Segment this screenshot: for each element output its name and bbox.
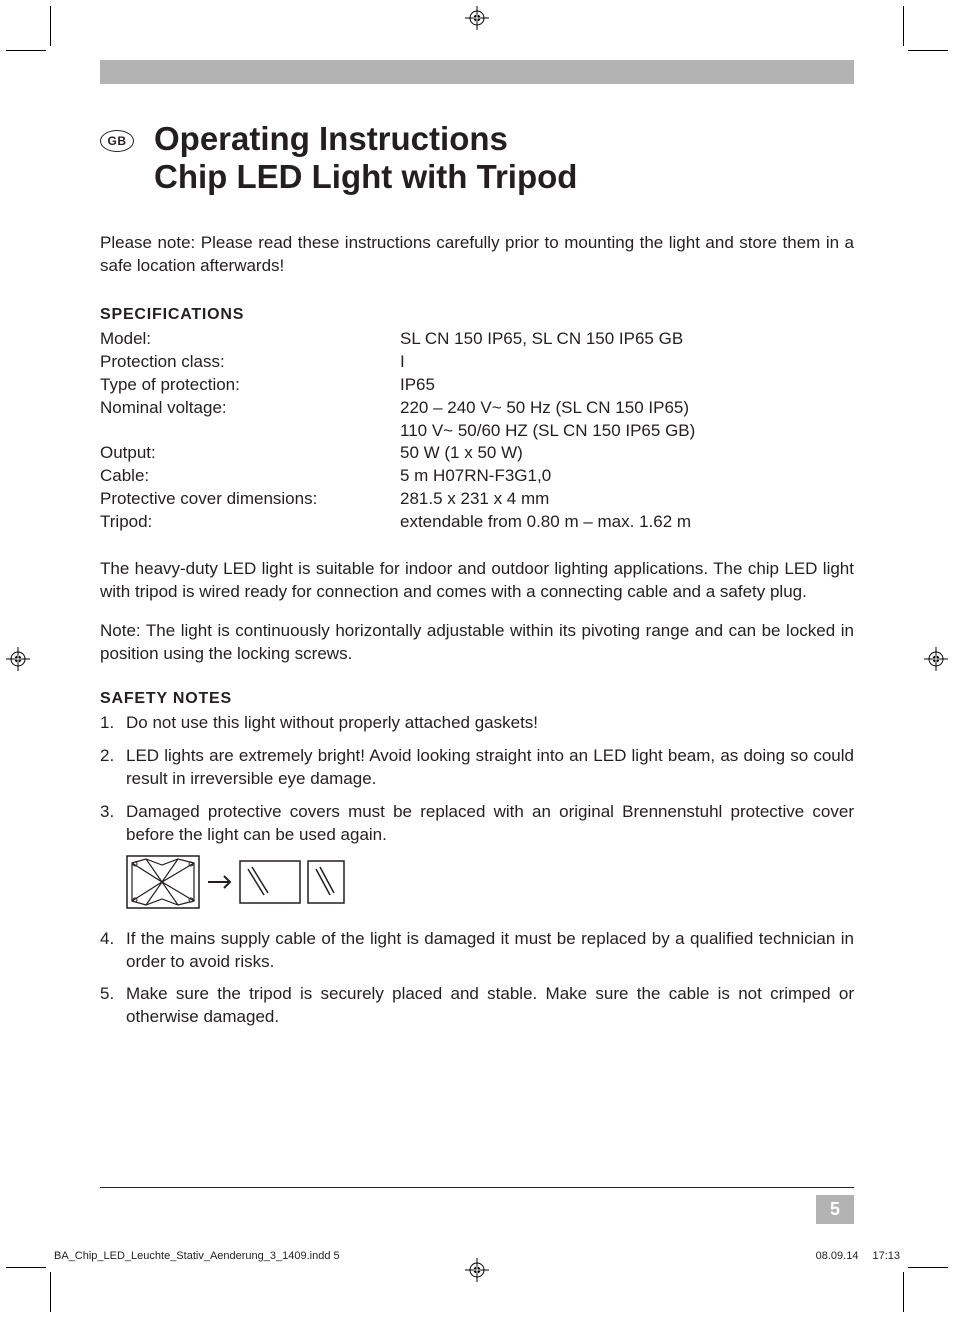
title-line-2: Chip LED Light with Tripod: [154, 158, 854, 196]
crop-mark: [50, 6, 51, 46]
safety-item: Make sure the tripod is securely placed …: [100, 983, 854, 1029]
registration-mark-icon: [465, 6, 489, 30]
spec-row: Tripod:extendable from 0.80 m – max. 1.6…: [100, 511, 854, 534]
spec-label: Model:: [100, 328, 400, 351]
specs-heading: SPECIFICATIONS: [100, 306, 854, 324]
spec-value: 220 – 240 V~ 50 Hz (SL CN 150 IP65): [400, 397, 854, 420]
spec-row: Nominal voltage:220 – 240 V~ 50 Hz (SL C…: [100, 397, 854, 420]
spec-table: Model:SL CN 150 IP65, SL CN 150 IP65 GBP…: [100, 328, 854, 534]
header-bar: [100, 60, 854, 84]
spec-value: 50 W (1 x 50 W): [400, 442, 854, 465]
spec-value: 281.5 x 231 x 4 mm: [400, 488, 854, 511]
crop-mark: [903, 1272, 904, 1312]
title-block: Operating Instructions Chip LED Light wi…: [154, 120, 854, 196]
registration-mark-icon: [924, 647, 948, 671]
content-area: GB Operating Instructions Chip LED Light…: [100, 60, 854, 1258]
spec-label: Protective cover dimensions:: [100, 488, 400, 511]
spec-value: I: [400, 351, 854, 374]
crop-mark: [50, 1272, 51, 1312]
spec-label: Tripod:: [100, 511, 400, 534]
crop-mark: [6, 1267, 46, 1268]
safety-item: If the mains supply cable of the light i…: [100, 928, 854, 974]
safety-item: Damaged protective covers must be replac…: [100, 801, 854, 916]
spec-value: IP65: [400, 374, 854, 397]
intro-paragraph: Please note: Please read these instructi…: [100, 232, 854, 278]
spec-label: [100, 420, 400, 443]
page-number: 5: [816, 1195, 854, 1224]
safety-item: Do not use this light without properly a…: [100, 712, 854, 735]
registration-mark-icon: [6, 647, 30, 671]
crop-mark: [6, 50, 46, 51]
description-paragraph-1: The heavy-duty LED light is suitable for…: [100, 558, 854, 604]
spec-row: 110 V~ 50/60 HZ (SL CN 150 IP65 GB): [100, 420, 854, 443]
spec-row: Type of protection:IP65: [100, 374, 854, 397]
spec-value: 110 V~ 50/60 HZ (SL CN 150 IP65 GB): [400, 420, 854, 443]
broken-glass-diagram-icon: [126, 855, 854, 916]
footer-rule: [100, 1187, 854, 1188]
language-badge: GB: [100, 130, 134, 152]
crop-mark: [908, 1267, 948, 1268]
footer-time: 17:13: [872, 1250, 900, 1262]
footer-date: 08.09.14: [816, 1250, 859, 1262]
spec-label: Nominal voltage:: [100, 397, 400, 420]
spec-row: Output:50 W (1 x 50 W): [100, 442, 854, 465]
safety-item: LED lights are extremely bright! Avoid l…: [100, 745, 854, 791]
spec-row: Protective cover dimensions:281.5 x 231 …: [100, 488, 854, 511]
safety-heading: SAFETY NOTES: [100, 690, 854, 708]
crop-mark: [903, 6, 904, 46]
safety-list: Do not use this light without properly a…: [100, 712, 854, 1029]
footer-meta: BA_Chip_LED_Leuchte_Stativ_Aenderung_3_1…: [54, 1250, 900, 1262]
spec-label: Protection class:: [100, 351, 400, 374]
spec-row: Model:SL CN 150 IP65, SL CN 150 IP65 GB: [100, 328, 854, 351]
page: GB Operating Instructions Chip LED Light…: [0, 0, 954, 1318]
spec-value: 5 m H07RN-F3G1,0: [400, 465, 854, 488]
footer-filename: BA_Chip_LED_Leuchte_Stativ_Aenderung_3_1…: [54, 1250, 340, 1262]
spec-label: Output:: [100, 442, 400, 465]
crop-mark: [908, 50, 948, 51]
title-line-1: Operating Instructions: [154, 120, 854, 158]
spec-value: extendable from 0.80 m – max. 1.62 m: [400, 511, 854, 534]
spec-label: Cable:: [100, 465, 400, 488]
title-row: GB Operating Instructions Chip LED Light…: [100, 120, 854, 196]
description-paragraph-2: Note: The light is continuously horizont…: [100, 620, 854, 666]
spec-row: Cable:5 m H07RN-F3G1,0: [100, 465, 854, 488]
spec-label: Type of protection:: [100, 374, 400, 397]
spec-row: Protection class:I: [100, 351, 854, 374]
spec-value: SL CN 150 IP65, SL CN 150 IP65 GB: [400, 328, 854, 351]
